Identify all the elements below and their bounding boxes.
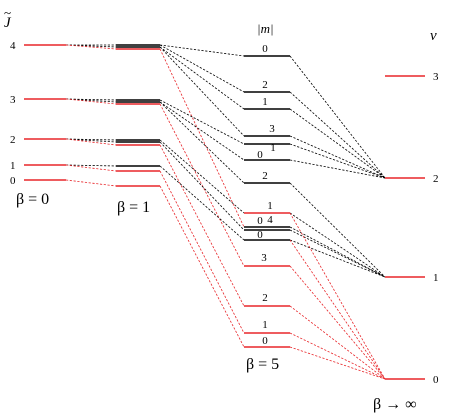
conn-b0-b1-J1-0	[65, 164, 117, 167]
v-axis-label: v	[430, 28, 437, 44]
label-beta5-m1_b: 1	[270, 142, 276, 154]
conn-b1-b5-13	[159, 170, 245, 334]
label-binf-v2: 2	[433, 173, 439, 185]
label-beta0-J1: 1	[10, 160, 16, 172]
energy-levels	[24, 44, 425, 380]
conn-b5-binf-2	[289, 108, 386, 179]
conn-b1-b5-7	[159, 101, 245, 184]
conn-b0-b1-J2-1	[65, 138, 117, 143]
j-axis-label: J	[4, 15, 12, 31]
conn-b1-b5-5	[159, 99, 245, 145]
conn-b1-b5-9	[159, 139, 245, 214]
label-binf-v0: 0	[433, 374, 439, 386]
label-beta0-J4: 4	[10, 40, 16, 52]
label-beta5-m0_d: 0	[257, 229, 263, 241]
conn-b5-binf-4	[289, 143, 386, 179]
label-beta0-J2: 2	[10, 134, 16, 146]
label-beta5-m0_top: 0	[262, 43, 268, 55]
label-beta5-m3_b: 3	[261, 252, 267, 264]
label-binf-v1: 1	[433, 272, 439, 284]
conn-b0-b1-J0-0	[65, 179, 117, 187]
label-beta5-m2_b: 2	[262, 170, 268, 182]
conn-b0-b1-J3-2	[65, 98, 117, 105]
conn-b1-b5-14	[159, 185, 245, 348]
conn-b1-b5-1	[159, 44, 245, 93]
conn-b5-binf-10	[289, 239, 386, 278]
label-beta0-J3: 3	[10, 94, 16, 106]
conn-b5-binf-14	[289, 332, 386, 380]
conn-b0-b1-J4-2	[65, 44, 117, 50]
connector-lines	[65, 44, 386, 380]
label-beta5-m1_c: 1	[267, 200, 273, 212]
m-axis-label: |m|	[257, 21, 274, 36]
conn-b1-b5-2	[159, 46, 245, 110]
conn-b5-binf-3	[289, 135, 386, 179]
conn-b5-binf-7	[289, 212, 386, 278]
label-beta5-m0_b: 0	[257, 149, 263, 161]
label-beta5-m1_d: 1	[262, 319, 268, 331]
conn-b0-b1-J3-0	[65, 98, 117, 101]
conn-b0-b1-J2-2	[65, 138, 117, 146]
conn-b1-b5-12	[159, 165, 245, 241]
conn-b1-b5-4	[159, 48, 245, 228]
conn-b5-binf-1	[289, 91, 386, 179]
conn-b5-binf-11	[289, 212, 386, 380]
conn-b1-b5-10	[159, 141, 245, 231]
label-beta5-m3_a: 3	[269, 123, 275, 135]
j-tilde-mark: ~	[4, 5, 11, 20]
label-beta5-m0_c: 0	[257, 215, 263, 227]
conn-b1-b5-0	[159, 44, 245, 57]
beta-0-label: β = 0	[16, 191, 49, 208]
conn-b1-b5-3	[159, 46, 245, 137]
label-beta5-m2_a: 2	[262, 79, 268, 91]
label-beta5-m0_e: 0	[262, 335, 268, 347]
conn-b1-b5-6	[159, 101, 245, 161]
beta-1-label: β = 1	[117, 199, 150, 216]
conn-b5-binf-16	[289, 239, 386, 380]
conn-b5-binf-6	[289, 182, 386, 278]
conn-b5-binf-13	[289, 305, 386, 380]
label-beta5-m1_a: 1	[262, 96, 268, 108]
conn-b5-binf-0	[289, 55, 386, 179]
conn-b1-b5-11	[159, 144, 245, 307]
label-beta0-J0: 0	[10, 175, 16, 187]
conn-b0-b1-J2-0	[65, 138, 117, 141]
conn-b5-binf-9	[289, 229, 386, 278]
label-beta5-m2_c: 2	[262, 292, 268, 304]
beta-inf-label: β → ∞	[373, 396, 417, 413]
label-beta5-m4_a: 4	[267, 214, 273, 226]
conn-b1-b5-8	[159, 103, 245, 267]
conn-b5-binf-15	[289, 346, 386, 380]
conn-b0-b1-J1-1	[65, 164, 117, 172]
beta-5-label: β = 5	[246, 356, 279, 373]
label-binf-v3: 3	[433, 71, 439, 83]
conn-b5-binf-8	[289, 226, 386, 278]
conn-b5-binf-12	[289, 265, 386, 380]
conn-b5-binf-5	[289, 159, 386, 179]
